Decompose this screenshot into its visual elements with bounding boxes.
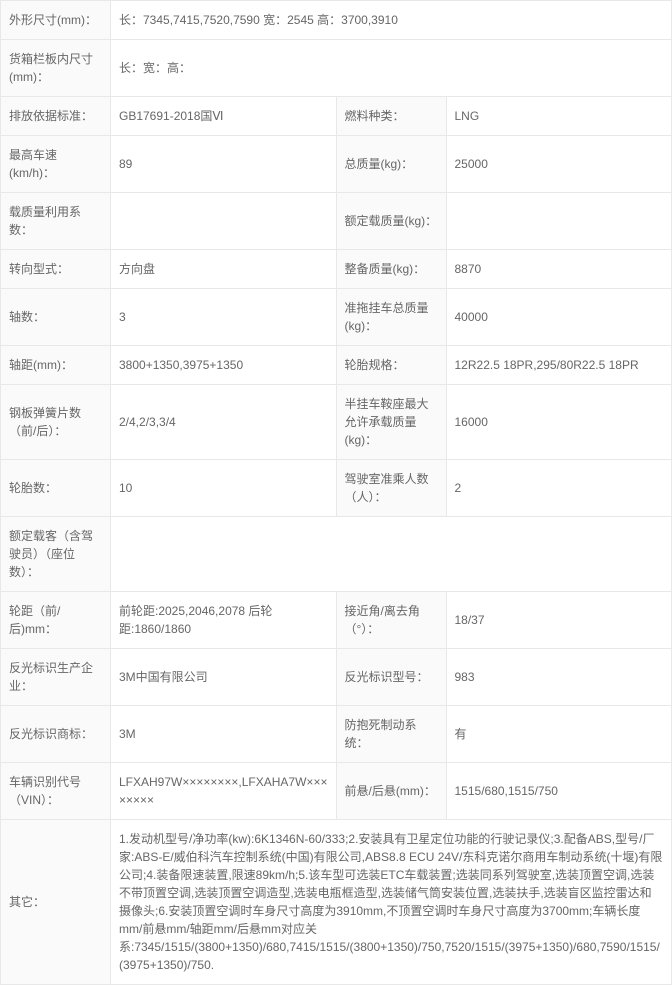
table-row: 其它：1.发动机型号/净功率(kw):6K1346N-60/333;2.安装具有… <box>1 820 672 985</box>
spec-label: 接近角/离去角（°）： <box>336 592 446 649</box>
spec-label: 其它： <box>1 820 111 985</box>
spec-label: 轴距(mm)： <box>1 346 111 385</box>
spec-value: 16000 <box>446 385 672 460</box>
spec-value: 3 <box>111 289 337 346</box>
spec-value: 10 <box>111 460 337 517</box>
spec-label: 准拖挂车总质量(kg)： <box>336 289 446 346</box>
table-row: 额定载客（含驾驶员）（座位数）： <box>1 517 672 592</box>
spec-label: 轮胎数： <box>1 460 111 517</box>
spec-label: 排放依据标准： <box>1 97 111 136</box>
spec-value: GB17691-2018国Ⅵ <box>111 97 337 136</box>
spec-table: 外形尺寸(mm)：长：7345,7415,7520,7590 宽：2545 高：… <box>0 0 672 985</box>
spec-value: 长：7345,7415,7520,7590 宽：2545 高：3700,3910 <box>111 1 672 40</box>
spec-label: 反光标识商标： <box>1 706 111 763</box>
table-row: 反光标识商标：3M防抱死制动系统：有 <box>1 706 672 763</box>
table-row: 排放依据标准：GB17691-2018国Ⅵ燃料种类：LNG <box>1 97 672 136</box>
spec-value: 12R22.5 18PR,295/80R22.5 18PR <box>446 346 672 385</box>
spec-label: 最高车速(km/h)： <box>1 136 111 193</box>
spec-label: 前悬/后悬(mm)： <box>336 763 446 820</box>
spec-value: 3800+1350,3975+1350 <box>111 346 337 385</box>
spec-label: 额定载客（含驾驶员）（座位数）： <box>1 517 111 592</box>
spec-value: 983 <box>446 649 672 706</box>
spec-value: 1515/680,1515/750 <box>446 763 672 820</box>
spec-label: 货箱栏板内尺寸(mm)： <box>1 40 111 97</box>
table-row: 外形尺寸(mm)：长：7345,7415,7520,7590 宽：2545 高：… <box>1 1 672 40</box>
spec-value: 40000 <box>446 289 672 346</box>
table-row: 轮距（前/后)mm：前轮距:2025,2046,2078 后轮距:1860/18… <box>1 592 672 649</box>
spec-label: 燃料种类： <box>336 97 446 136</box>
spec-label: 反光标识生产企业： <box>1 649 111 706</box>
spec-value <box>111 517 672 592</box>
spec-label: 外形尺寸(mm)： <box>1 1 111 40</box>
spec-value <box>111 193 337 250</box>
spec-label: 轮距（前/后)mm： <box>1 592 111 649</box>
table-row: 车辆识别代号（VIN）：LFXAH97W××××××××,LFXAHA7W×××… <box>1 763 672 820</box>
spec-label: 钢板弹簧片数（前/后）： <box>1 385 111 460</box>
table-row: 转向型式：方向盘整备质量(kg)：8870 <box>1 250 672 289</box>
table-row: 最高车速(km/h)：89总质量(kg)：25000 <box>1 136 672 193</box>
spec-value: 3M中国有限公司 <box>111 649 337 706</box>
spec-label: 总质量(kg)： <box>336 136 446 193</box>
table-row: 载质量利用系数： 额定载质量(kg)： <box>1 193 672 250</box>
spec-value: 方向盘 <box>111 250 337 289</box>
table-row: 轴距(mm)：3800+1350,3975+1350轮胎规格：12R22.5 1… <box>1 346 672 385</box>
spec-value: 18/37 <box>446 592 672 649</box>
spec-label: 车辆识别代号（VIN）： <box>1 763 111 820</box>
spec-label: 轮胎规格： <box>336 346 446 385</box>
spec-label: 防抱死制动系统： <box>336 706 446 763</box>
spec-value: 前轮距:2025,2046,2078 后轮距:1860/1860 <box>111 592 337 649</box>
spec-value <box>446 193 672 250</box>
spec-label: 轴数： <box>1 289 111 346</box>
spec-value: 2 <box>446 460 672 517</box>
spec-value: 25000 <box>446 136 672 193</box>
spec-value: 3M <box>111 706 337 763</box>
table-row: 钢板弹簧片数（前/后）：2/4,2/3,3/4半挂车鞍座最大允许承载质量(kg)… <box>1 385 672 460</box>
spec-label: 载质量利用系数： <box>1 193 111 250</box>
table-row: 轮胎数：10驾驶室准乘人数（人）：2 <box>1 460 672 517</box>
spec-label: 反光标识型号： <box>336 649 446 706</box>
spec-value: 89 <box>111 136 337 193</box>
spec-label: 转向型式： <box>1 250 111 289</box>
spec-label: 半挂车鞍座最大允许承载质量(kg)： <box>336 385 446 460</box>
spec-label: 驾驶室准乘人数（人）： <box>336 460 446 517</box>
table-row: 反光标识生产企业：3M中国有限公司反光标识型号：983 <box>1 649 672 706</box>
spec-value: LFXAH97W××××××××,LFXAHA7W×××××××× <box>111 763 337 820</box>
spec-value: 有 <box>446 706 672 763</box>
spec-label: 整备质量(kg)： <box>336 250 446 289</box>
spec-label: 额定载质量(kg)： <box>336 193 446 250</box>
spec-value: 1.发动机型号/净功率(kw):6K1346N-60/333;2.安装具有卫星定… <box>111 820 672 985</box>
table-row: 货箱栏板内尺寸(mm)：长：宽：高： <box>1 40 672 97</box>
table-row: 轴数：3准拖挂车总质量(kg)：40000 <box>1 289 672 346</box>
spec-value: 8870 <box>446 250 672 289</box>
spec-value: 2/4,2/3,3/4 <box>111 385 337 460</box>
spec-value: 长：宽：高： <box>111 40 672 97</box>
spec-value: LNG <box>446 97 672 136</box>
